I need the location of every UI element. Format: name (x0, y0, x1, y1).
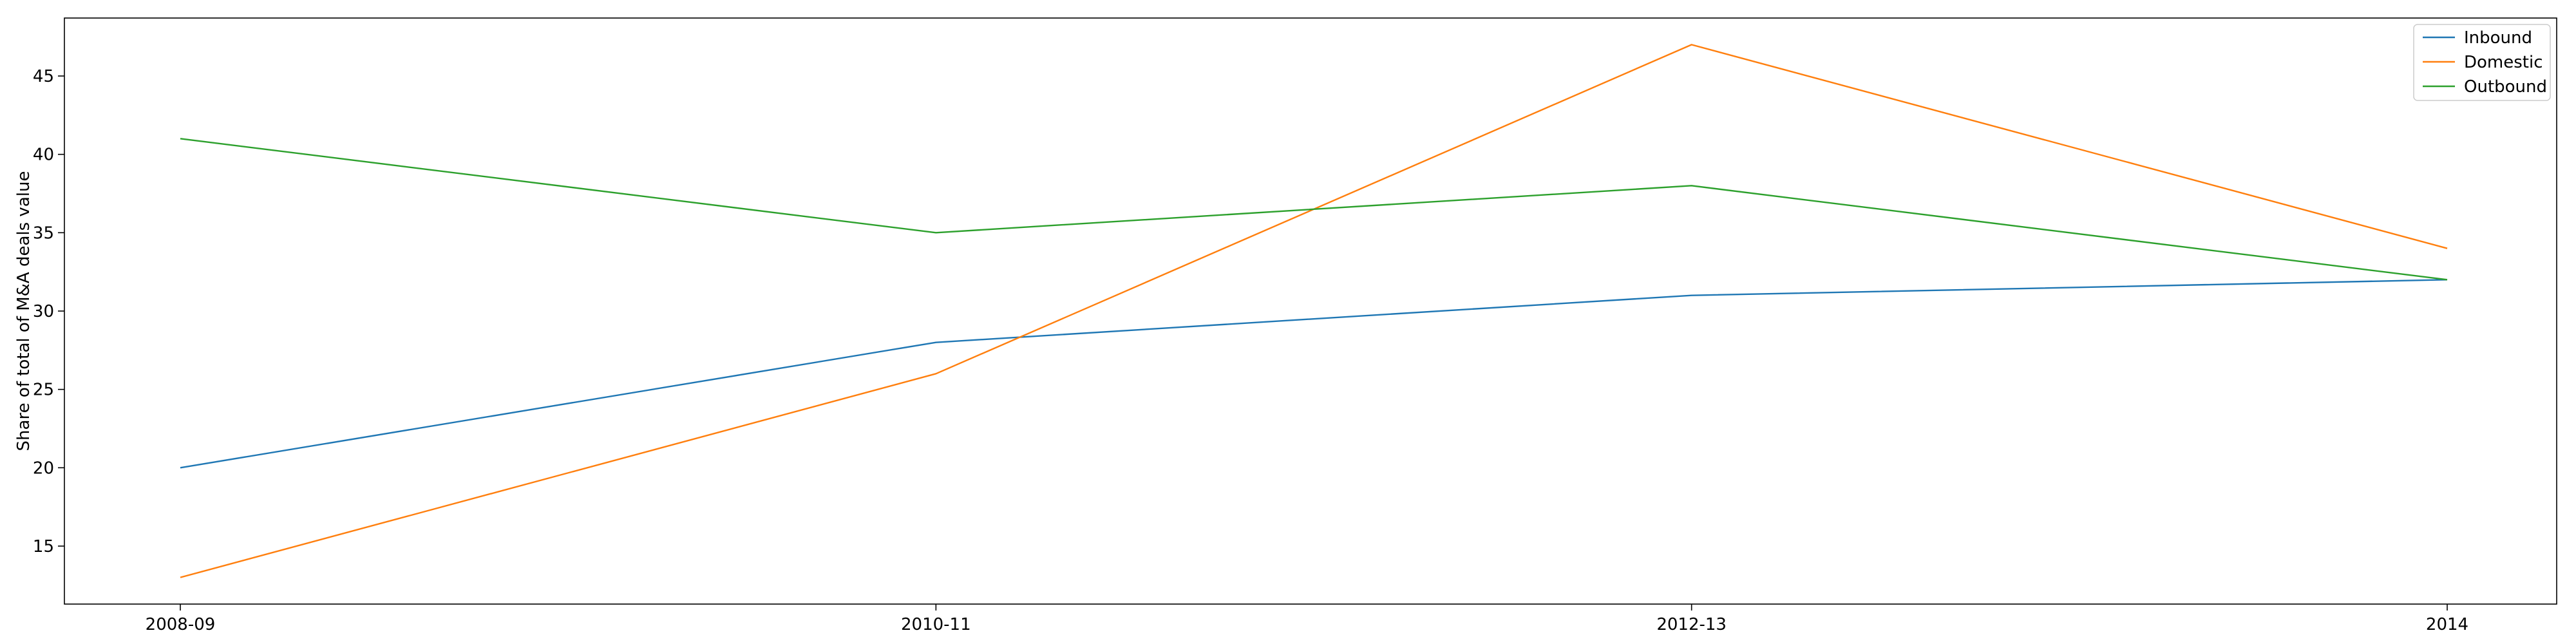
x-tick-label: 2008-09 (146, 615, 216, 634)
series-line-outbound (180, 138, 2448, 281)
series-line-inbound (180, 279, 2448, 469)
x-tick-label: 2014 (2426, 615, 2468, 634)
y-tick-label: 15 (33, 537, 54, 556)
legend-label-inbound: Inbound (2464, 28, 2532, 48)
legend-label-outbound: Outbound (2464, 77, 2547, 97)
x-tick-label: 2012-13 (1656, 615, 1727, 634)
y-tick-label: 40 (33, 146, 54, 165)
y-axis-ticks: 15 20 25 30 35 40 45 (33, 67, 64, 556)
legend-box (2413, 24, 2551, 101)
x-tick-label: 2010-11 (901, 615, 971, 634)
legend-label-domestic: Domestic (2464, 53, 2543, 72)
y-tick-label: 45 (33, 67, 54, 86)
y-tick-label: 30 (33, 302, 54, 321)
plot-area (64, 17, 2557, 605)
y-tick-label: 20 (33, 459, 54, 478)
x-axis-ticks: 2008-09 2010-11 2012-13 2014 (146, 604, 2468, 634)
series-lines (180, 44, 2448, 578)
y-axis-label: Share of total of M&A deals value (14, 171, 33, 451)
y-tick-label: 25 (33, 381, 54, 400)
y-tick-label: 35 (33, 223, 54, 243)
legend: Inbound Domestic Outbound (2413, 24, 2551, 101)
